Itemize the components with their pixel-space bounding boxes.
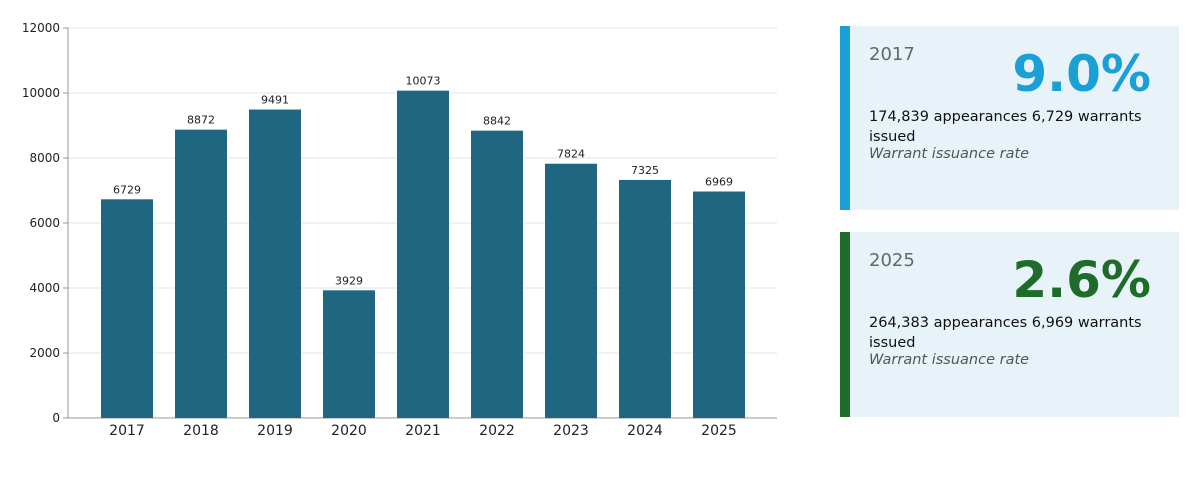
data-label-2018: 8872 — [187, 114, 215, 127]
labels: 0 2000 4000 6000 8000 10000 12000 6729 2017 8872 2… — [22, 21, 737, 439]
bar-2018 — [175, 129, 227, 418]
data-label-2020: 3929 — [335, 274, 363, 287]
data-label-2019: 9491 — [261, 94, 289, 107]
card-caption: Warrant issuance rate — [869, 146, 1030, 162]
card-year: 2017 — [869, 44, 915, 65]
card-rate-value: 9.0% — [1012, 45, 1151, 103]
y-tick-label: 2000 — [29, 346, 60, 360]
x-tick-label-2021: 2021 — [405, 423, 441, 439]
bar-2023 — [545, 163, 597, 418]
y-tick-label: 8000 — [29, 151, 60, 165]
x-tick-label-2019: 2019 — [257, 423, 293, 439]
bar-2025 — [693, 191, 745, 418]
card-rate-value: 2.6% — [1012, 251, 1151, 309]
data-label-2017: 6729 — [113, 183, 141, 196]
card-stats: 264,383 appearances 6,969 warrants issue… — [869, 315, 1142, 351]
y-tick-label: 0 — [52, 411, 60, 425]
x-tick-label-2023: 2023 — [553, 423, 589, 439]
bar-2021 — [397, 90, 449, 418]
warrant-rate-card-2025: 2025 2.6% 264,383 appearances 6,969 warr… — [840, 232, 1179, 417]
data-label-2023: 7824 — [557, 148, 585, 161]
x-tick-label-2018: 2018 — [183, 423, 219, 439]
bar-2019 — [249, 109, 301, 418]
card-caption: Warrant issuance rate — [869, 352, 1030, 368]
bar-2022 — [471, 130, 523, 418]
x-tick-label-2017: 2017 — [109, 423, 145, 439]
x-tick-label-2022: 2022 — [479, 423, 515, 439]
bar-chart: 0 2000 4000 6000 8000 10000 12000 6729 2017 8872 2… — [22, 21, 777, 439]
bar-2020 — [323, 290, 375, 418]
y-tick-label: 4000 — [29, 281, 60, 295]
bars — [101, 90, 745, 418]
card-year: 2025 — [869, 250, 915, 271]
x-tick-label-2020: 2020 — [331, 423, 367, 439]
bar-2024 — [619, 179, 671, 418]
data-label-2021: 10073 — [406, 75, 441, 88]
x-tick-label-2024: 2024 — [627, 423, 663, 439]
y-tick-label: 12000 — [22, 21, 60, 35]
data-label-2025: 6969 — [705, 176, 733, 189]
warrant-rate-card-2017: 2017 9.0% 174,839 appearances 6,729 warr… — [840, 26, 1179, 210]
x-tick-label-2025: 2025 — [701, 423, 737, 439]
data-label-2022: 8842 — [483, 115, 511, 128]
data-label-2024: 7325 — [631, 164, 659, 177]
y-tick-label: 6000 — [29, 216, 60, 230]
bar-2017 — [101, 199, 153, 418]
y-tick-label: 10000 — [22, 86, 60, 100]
card-stats: 174,839 appearances 6,729 warrants issue… — [869, 109, 1142, 145]
